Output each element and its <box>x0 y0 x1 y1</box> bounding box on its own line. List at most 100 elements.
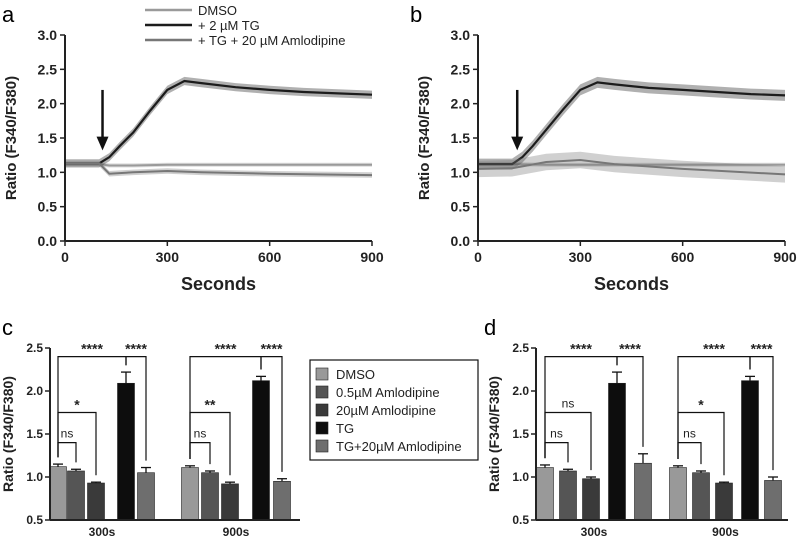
panel-c-legend-label-1: 0.5µM Amlodipine <box>336 385 440 400</box>
panel-b-y-tick-label: 2.0 <box>451 96 471 112</box>
panel-c-legend-swatch-2 <box>315 403 329 417</box>
panel-b-x-tick-label: 600 <box>671 249 695 265</box>
panel-d-bar-1-4 <box>764 480 782 521</box>
panel-b-error-band-2 <box>478 151 785 183</box>
panel-b-y-tick-label: 3.0 <box>451 27 471 43</box>
panel-c-sig-label-6: ** <box>205 397 216 413</box>
panel-c-bar-0-2 <box>87 482 105 521</box>
panel-c-sig-label-7: ns <box>194 427 207 441</box>
panel-d-bar-0-2 <box>582 478 600 521</box>
panel-a-y-tick-label: 0.0 <box>38 233 58 249</box>
panel-b-y-tick-label: 1.5 <box>451 130 471 146</box>
panel-b-x-tick-label: 300 <box>569 249 593 265</box>
panel-b-x-tick-label: 900 <box>773 249 797 265</box>
panel-a-x-tick-label: 0 <box>61 249 69 265</box>
panel-c-sig-label-0: **** <box>81 341 103 357</box>
panel-a-y-axis-label: Ratio (F340/F380) <box>3 76 20 200</box>
panel-c-bar-1-3 <box>252 380 270 521</box>
panel-c-sig-bracket-6 <box>189 411 231 476</box>
panel-b-arrow-head <box>511 136 524 151</box>
panel-letter-a: a <box>2 2 15 27</box>
panel-c-legend-swatch-4 <box>315 439 329 453</box>
panel-d-sig-label-4: **** <box>703 341 725 357</box>
panel-a-arrow-head <box>96 136 109 151</box>
panel-d-bar-1-2 <box>715 482 733 521</box>
panel-a-legend-label-0: DMSO <box>198 3 237 18</box>
panel-d-bar-0-0 <box>536 467 554 521</box>
panel-a-legend-label-1: + 2 µM TG <box>198 18 260 33</box>
panel-d-sig-bracket-4 <box>677 356 751 459</box>
panel-a-x-tick-label: 300 <box>156 249 180 265</box>
panel-d-y-tick-label: 2.0 <box>512 384 529 398</box>
panel-d-sig-bracket-3 <box>544 442 569 463</box>
panel-a-y-tick-label: 1.5 <box>38 130 58 146</box>
panel-d-category-label-0: 300s <box>581 525 608 539</box>
panel-c-legend-label-2: 20µM Amlodipine <box>336 403 436 418</box>
panel-b-x-tick-label: 0 <box>474 249 482 265</box>
panel-d-sig-label-3: ns <box>550 427 563 441</box>
panel-c-legend-swatch-1 <box>315 385 329 399</box>
panel-c-legend-label-0: DMSO <box>336 367 375 382</box>
panel-c-category-label-1: 900s <box>223 525 250 539</box>
panel-c-bar-0-0 <box>49 466 67 521</box>
panel-d-bar-1-1 <box>692 472 710 521</box>
panel-b-x-axis-label: Seconds <box>594 274 669 294</box>
panel-d-sig-label-1: **** <box>619 341 641 357</box>
panel-c-y-tick-label: 0.5 <box>26 513 43 527</box>
panel-c-sig-bracket-4 <box>189 356 262 459</box>
panel-c-category-label-0: 300s <box>89 525 116 539</box>
panel-d-sig-bracket-2 <box>544 411 592 471</box>
panel-a-y-tick-label: 3.0 <box>38 27 58 43</box>
panel-a-y-tick-label: 0.5 <box>38 199 58 215</box>
panel-c-sig-label-3: ns <box>61 427 74 441</box>
panel-c-sig-label-1: **** <box>125 341 147 357</box>
panel-c-sig-bracket-7 <box>189 442 211 465</box>
panel-b-y-tick-label: 0.0 <box>451 233 471 249</box>
panel-c-y-axis-label: Ratio (F340/F380) <box>0 376 16 492</box>
panel-letter-b: b <box>410 2 422 27</box>
panel-d-bar-1-3 <box>741 380 759 521</box>
panel-d-sig-label-7: ns <box>683 427 696 441</box>
panel-d-sig-bracket-6 <box>677 411 725 476</box>
panel-c-sig-bracket-2 <box>57 411 97 476</box>
panel-c-sig-label-5: **** <box>261 341 283 357</box>
panel-d-bar-0-4 <box>634 462 652 521</box>
panel-d-y-tick-label: 0.5 <box>512 513 529 527</box>
panel-c-legend-box <box>309 359 479 461</box>
panel-a-series-line-1 <box>65 79 373 165</box>
panel-b-series-line-2 <box>477 158 786 176</box>
panel-b-y-tick-label: 0.5 <box>451 199 471 215</box>
panel-c-y-tick-label: 1.5 <box>26 427 43 441</box>
panel-c-sig-label-4: **** <box>215 341 237 357</box>
panel-letter-c: c <box>2 315 13 340</box>
panel-a-x-axis-label: Seconds <box>181 274 256 294</box>
panel-a-y-tick-label: 2.0 <box>38 96 58 112</box>
panel-c-sig-bracket-5 <box>260 356 283 472</box>
panel-d-y-tick-label: 1.0 <box>512 470 529 484</box>
panel-d-y-tick-label: 2.5 <box>512 341 529 355</box>
panel-d-bar-1-0 <box>669 467 687 521</box>
panel-d-sig-label-5: **** <box>751 341 773 357</box>
panel-c-bar-0-4 <box>137 472 155 521</box>
panel-d-sig-label-2: ns <box>562 397 575 411</box>
panel-d-sig-label-6: * <box>698 397 704 413</box>
panel-c-sig-bracket-3 <box>57 442 77 463</box>
panel-c-legend-label-3: TG <box>336 421 354 436</box>
panel-b-series-line-1 <box>478 81 786 166</box>
panel-c-bar-1-1 <box>201 472 219 521</box>
panel-b-y-tick-label: 1.0 <box>451 164 471 180</box>
panel-b-y-axis-label: Ratio (F340/F380) <box>416 76 433 200</box>
panel-d-sig-bracket-1 <box>616 356 644 447</box>
panel-c-bar-0-3 <box>117 382 135 521</box>
panel-d-sig-bracket-5 <box>749 356 774 471</box>
panel-a-x-tick-label: 900 <box>360 249 384 265</box>
panel-c-bar-1-2 <box>221 483 239 521</box>
panel-c-sig-bracket-1 <box>125 356 147 461</box>
panel-c-y-tick-label: 2.5 <box>26 341 43 355</box>
panel-d-sig-bracket-7 <box>677 442 702 465</box>
panel-c-bar-1-4 <box>273 480 291 521</box>
panel-a-y-tick-label: 1.0 <box>38 164 58 180</box>
panel-c-legend-swatch-0 <box>315 367 329 381</box>
